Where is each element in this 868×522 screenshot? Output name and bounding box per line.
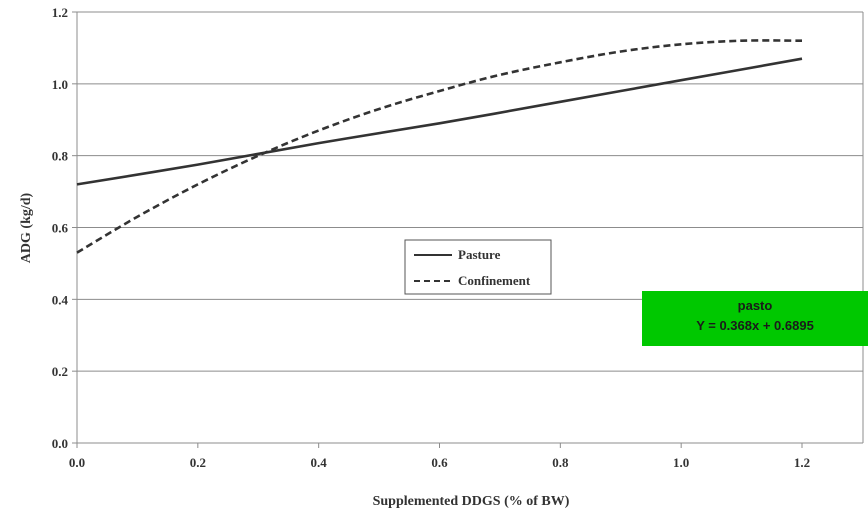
x-tick-label-4: 0.8 [552,455,569,470]
y-tick-label-6: 1.2 [52,5,68,20]
x-tick-label-3: 0.6 [431,455,448,470]
equation-annotation: pasto Y = 0.368x + 0.6895 [642,291,868,346]
annotation-equation: Y = 0.368x + 0.6895 [696,318,814,333]
grid-layer [77,11,863,444]
y-tick-label-3: 0.6 [52,221,69,236]
x-tick-label-2: 0.4 [311,455,328,470]
legend-label-pasture: Pasture [458,247,501,262]
series-layer [76,39,803,254]
x-tick-label-6: 1.2 [794,455,810,470]
y-tick-label-1: 0.2 [52,364,68,379]
y-axis-title: ADG (kg/d) [19,192,34,263]
y-tick-label-4: 0.8 [52,149,69,164]
y-tick-label-0: 0.0 [52,436,68,451]
x-tick-label-1: 0.2 [190,455,206,470]
legend: Pasture Confinement [404,239,552,295]
x-tick-label-0: 0.0 [69,455,85,470]
legend-box [404,239,552,295]
series-line-pasture [76,57,803,186]
x-tick-label-5: 1.0 [673,455,689,470]
y-tick-label-5: 1.0 [52,77,68,92]
legend-label-confinement: Confinement [458,273,531,288]
x-axis-title: Supplemented DDGS (% of BW) [373,494,570,509]
axis-layer: 0.0 0.2 0.4 0.6 0.8 1.0 1.2 0.0 0.2 0.4 0.6 0.8 1.0 1… [52,5,864,470]
y-tick-label-2: 0.4 [52,292,69,307]
series-line-confinement [76,39,803,254]
annotation-label: pasto [737,298,773,313]
